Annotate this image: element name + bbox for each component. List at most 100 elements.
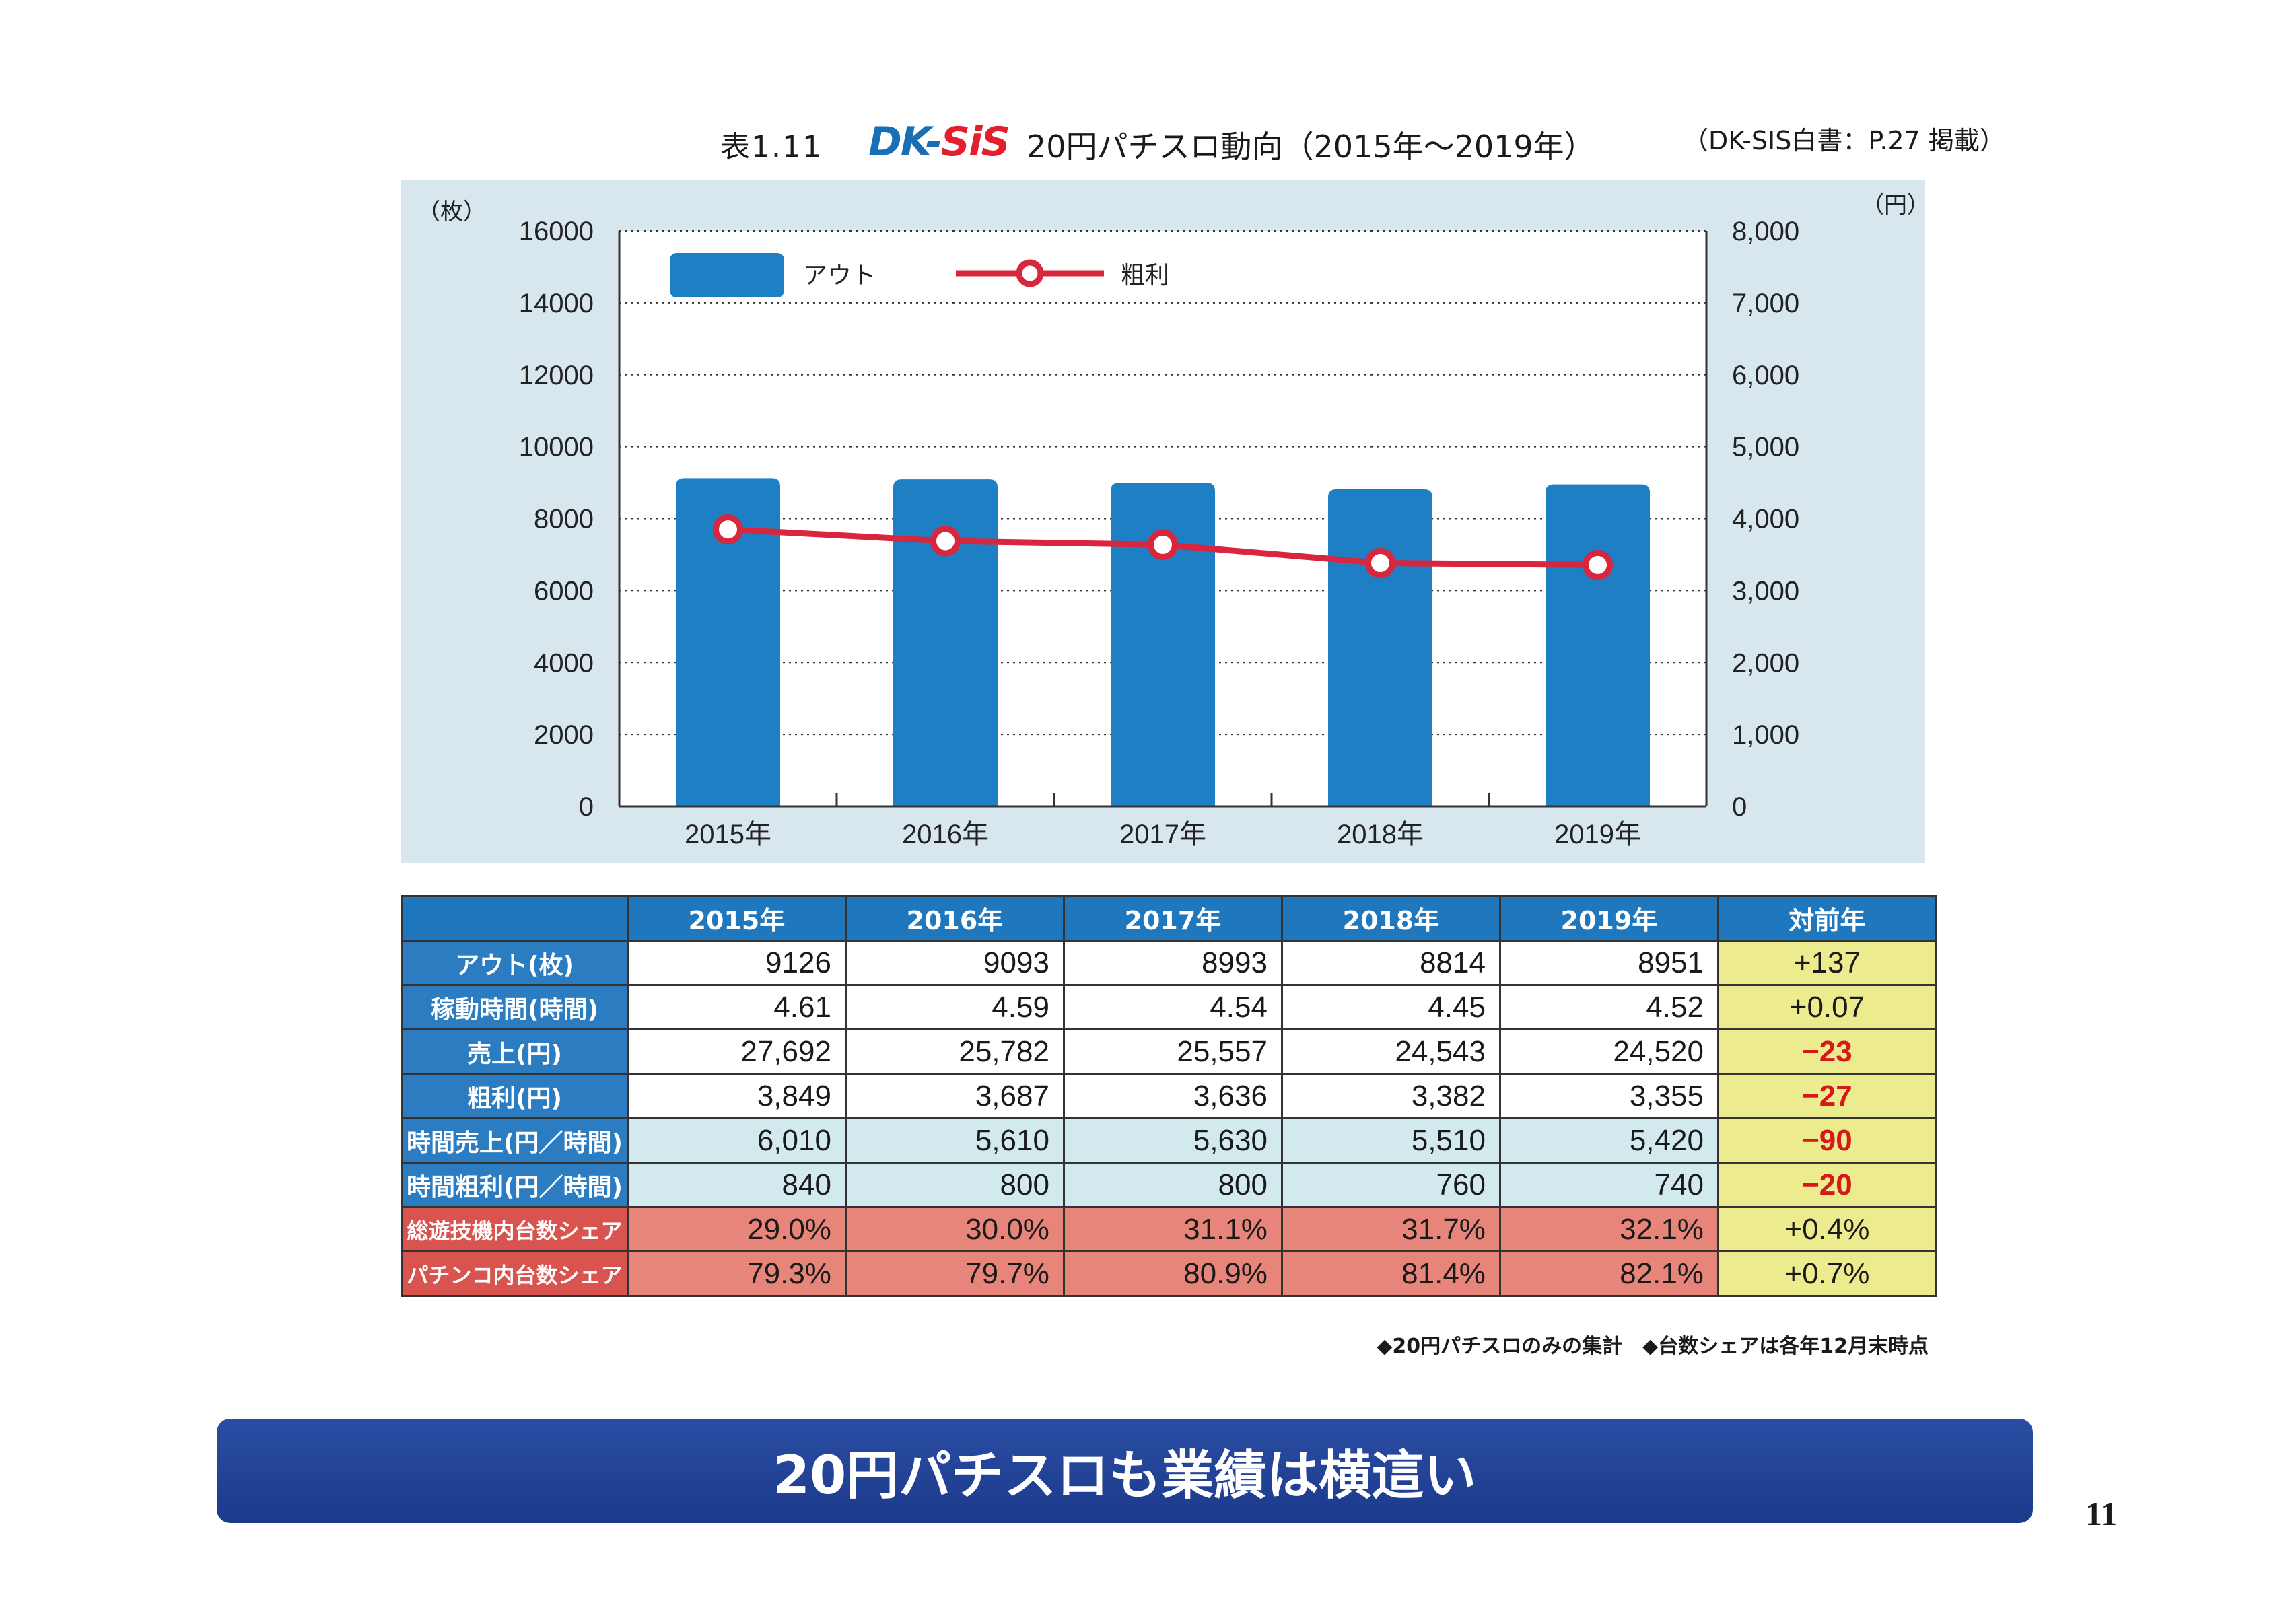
- x-tick-label: 2015年: [685, 820, 771, 849]
- table-cell: 3,849: [626, 1073, 847, 1119]
- y-right-tick-label: 6,000: [1732, 361, 1799, 390]
- data-table: 2015年 2016年 2017年 2018年 2019年 対前年 アウト(枚)…: [401, 895, 1937, 1297]
- table-row: アウト(枚) 9126 9093 8993 8814 8951 +137: [401, 940, 1937, 986]
- row-label: アウト(枚): [401, 940, 629, 986]
- table-cell: 5,630: [1062, 1117, 1283, 1164]
- yoy-cell: +137: [1716, 940, 1937, 986]
- table-cell: 3,382: [1280, 1073, 1501, 1119]
- table-cell: 80.9%: [1062, 1250, 1283, 1297]
- y-left-unit: （枚）: [417, 199, 486, 225]
- line-point: [1148, 529, 1178, 560]
- table-cell: 8993: [1062, 940, 1283, 986]
- summary-banner: 20円パチスロも業績は横這い: [217, 1419, 2033, 1523]
- table-row: 粗利(円) 3,849 3,687 3,636 3,382 3,355 −27: [401, 1073, 1937, 1119]
- row-label: 時間粗利(円／時間): [401, 1162, 629, 1208]
- table-cell: 8951: [1498, 940, 1719, 986]
- bar: [893, 479, 998, 806]
- yoy-cell: +0.4%: [1716, 1206, 1937, 1252]
- y-left-tick-label: 8000: [534, 505, 594, 534]
- legend-swatch-marker: [1016, 259, 1044, 287]
- y-left-tick-label: 0: [579, 792, 594, 822]
- table-cell: 25,782: [844, 1028, 1065, 1075]
- title-row: 表1.11 DK-SiS 20円パチスロ動向（2015年～2019年） （DK-…: [720, 114, 2242, 182]
- table-cell: 25,557: [1062, 1028, 1283, 1075]
- yoy-cell: +0.07: [1716, 984, 1937, 1030]
- bar: [676, 478, 780, 806]
- line-point: [1365, 548, 1395, 579]
- y-right-tick-label: 4,000: [1732, 505, 1799, 534]
- dk-sis-logo: DK-SiS: [868, 118, 1010, 166]
- y-right-tick-label: 8,000: [1732, 217, 1799, 246]
- table-cell: 9126: [626, 940, 847, 986]
- table-cell: 5,510: [1280, 1117, 1501, 1164]
- x-tick-label: 2018年: [1337, 820, 1424, 849]
- table-corner-cell: [401, 895, 629, 942]
- table-cell: 30.0%: [844, 1206, 1065, 1252]
- bar: [1328, 489, 1432, 806]
- table-row: 総遊技機内台数シェア 29.0% 30.0% 31.1% 31.7% 32.1% +0.4%: [401, 1206, 1937, 1252]
- table-cell: 79.3%: [626, 1250, 847, 1297]
- logo-text-accent: SiS: [940, 118, 1010, 166]
- footnote: ◆20円パチスロのみの集計 ◆台数シェアは各年12月末時点: [1377, 1335, 1929, 1358]
- y-left-tick-label: 10000: [519, 433, 594, 462]
- y-right-tick-label: 7,000: [1732, 289, 1799, 318]
- table-header-row: 2015年 2016年 2017年 2018年 2019年 対前年: [401, 895, 1937, 942]
- table-number: 表1.11: [720, 130, 823, 164]
- table-cell: 5,610: [844, 1117, 1065, 1164]
- y-left-tick-label: 14000: [519, 289, 594, 318]
- logo-text-main: DK-: [868, 118, 942, 166]
- row-label: パチンコ内台数シェア: [401, 1250, 629, 1297]
- table-cell: 760: [1280, 1162, 1501, 1208]
- x-tick-label: 2017年: [1119, 820, 1206, 849]
- combo-chart: 0 2000 4000 6000 8000 10000 12000 14000 16000 0 1,…: [417, 192, 1925, 849]
- page-title: 20円パチスロ動向（2015年～2019年）: [1027, 129, 1595, 165]
- table-cell: 840: [626, 1162, 847, 1208]
- yoy-cell: −90: [1716, 1117, 1937, 1164]
- col-header: 2017年: [1062, 895, 1283, 942]
- table-cell: 31.7%: [1280, 1206, 1501, 1252]
- y-right-tick-label: 1,000: [1732, 720, 1799, 750]
- line-point: [713, 514, 743, 545]
- summary-banner-text: 20円パチスロも業績は横這い: [773, 1445, 1477, 1506]
- y-right-tick-label: 3,000: [1732, 576, 1799, 606]
- page-number: 11: [2085, 1495, 2118, 1532]
- col-header: 2018年: [1280, 895, 1501, 942]
- table-cell: 32.1%: [1498, 1206, 1719, 1252]
- table-row: 時間売上(円／時間) 6,010 5,610 5,630 5,510 5,420 −90: [401, 1117, 1937, 1164]
- table-cell: 800: [844, 1162, 1065, 1208]
- y-right-unit: （円）: [1861, 192, 1925, 219]
- table-row: 稼動時間(時間) 4.61 4.59 4.54 4.45 4.52 +0.07: [401, 984, 1937, 1030]
- row-label: 粗利(円): [401, 1073, 629, 1119]
- table-cell: 5,420: [1498, 1117, 1719, 1164]
- source-citation: （DK-SIS白書：P.27 掲載）: [1683, 126, 2005, 155]
- row-label: 時間売上(円／時間): [401, 1117, 629, 1164]
- table-cell: 29.0%: [626, 1206, 847, 1252]
- table-cell: 27,692: [626, 1028, 847, 1075]
- y-right-tick-label: 0: [1732, 792, 1747, 822]
- table-cell: 3,687: [844, 1073, 1065, 1119]
- table-cell: 82.1%: [1498, 1250, 1719, 1297]
- y-right-tick-label: 2,000: [1732, 648, 1799, 678]
- table-cell: 81.4%: [1280, 1250, 1501, 1297]
- bar: [1546, 484, 1650, 806]
- yoy-cell: −20: [1716, 1162, 1937, 1208]
- col-header: 2016年: [844, 895, 1065, 942]
- y-left-tick-label: 2000: [534, 720, 594, 750]
- table-row: 時間粗利(円／時間) 840 800 800 760 740 −20: [401, 1162, 1937, 1208]
- y-right-tick-label: 5,000: [1732, 433, 1799, 462]
- col-header-yoy: 対前年: [1716, 895, 1937, 942]
- table-cell: 740: [1498, 1162, 1719, 1208]
- y-left-tick-label: 6000: [534, 576, 594, 606]
- x-tick-label: 2019年: [1554, 820, 1641, 849]
- table-cell: 4.59: [844, 984, 1065, 1030]
- row-label: 稼動時間(時間): [401, 984, 629, 1030]
- table-cell: 8814: [1280, 940, 1501, 986]
- table-cell: 800: [1062, 1162, 1283, 1208]
- table-cell: 9093: [844, 940, 1065, 986]
- table-cell: 24,543: [1280, 1028, 1501, 1075]
- table-cell: 3,636: [1062, 1073, 1283, 1119]
- bar: [1111, 483, 1215, 806]
- yoy-cell: −27: [1716, 1073, 1937, 1119]
- legend-swatch-out: [670, 253, 784, 297]
- table-cell: 4.54: [1062, 984, 1283, 1030]
